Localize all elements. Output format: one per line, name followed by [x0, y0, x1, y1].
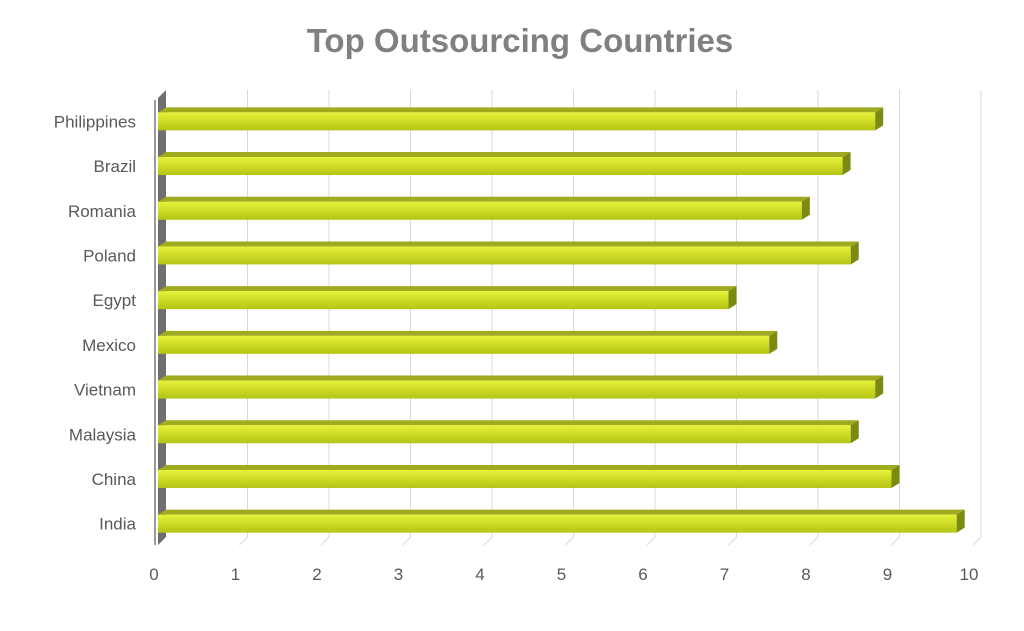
bar [158, 514, 957, 533]
bars [158, 107, 965, 533]
category-label: Romania [68, 202, 137, 221]
category-label: Egypt [93, 291, 137, 310]
bar-end-face [769, 330, 778, 354]
x-tick-label: 10 [960, 565, 979, 584]
bar-end-face [728, 286, 737, 310]
gridline [483, 90, 493, 546]
bar-top-face [158, 152, 851, 158]
category-label: Philippines [54, 112, 136, 131]
gridline [972, 90, 982, 546]
bar-end-face [842, 152, 851, 176]
bar-end-face [956, 509, 965, 533]
x-tick-label: 4 [475, 565, 484, 584]
category-label: China [92, 470, 137, 489]
bar-top-face [158, 375, 884, 381]
category-label: Vietnam [74, 381, 136, 400]
bar-top-face [158, 464, 900, 470]
chart-title: Top Outsourcing Countries [306, 22, 734, 59]
bar-top-face [158, 241, 859, 247]
bar-top-face [158, 509, 965, 515]
x-tick-label: 6 [638, 565, 647, 584]
category-label: India [99, 515, 136, 534]
gridline [565, 90, 574, 546]
bar [158, 246, 851, 265]
gridline [239, 90, 248, 546]
category-label: Mexico [82, 336, 136, 355]
bar [158, 291, 729, 310]
bar-end-face [850, 241, 859, 265]
gridline [809, 90, 819, 546]
gridlines [239, 90, 982, 546]
bar [158, 335, 770, 354]
bar-end-face [875, 375, 884, 399]
category-labels: India China Malaysia Vietnam Mexico Egypt Pola… [54, 112, 137, 533]
gridline [891, 90, 900, 546]
x-tick-label: 0 [149, 565, 158, 584]
x-tick-label: 2 [312, 565, 321, 584]
bar-end-face [875, 107, 884, 131]
category-label: Poland [83, 246, 136, 265]
gridline [402, 90, 411, 546]
x-tick-label: 9 [883, 565, 892, 584]
bar-end-face [801, 196, 810, 220]
x-tick-label: 1 [231, 565, 240, 584]
bar-top-face [158, 286, 737, 292]
bar [158, 380, 876, 399]
bar-top-face [158, 420, 859, 426]
bar-top-face [158, 107, 884, 113]
gridline [728, 90, 737, 546]
bar-end-face [891, 464, 900, 488]
bar [158, 157, 843, 176]
bar [158, 425, 851, 444]
x-tick-label: 3 [394, 565, 403, 584]
bar-top-face [158, 196, 810, 202]
gridline [646, 90, 656, 546]
gridline [320, 90, 330, 546]
x-tick-label: 7 [720, 565, 729, 584]
bar [158, 469, 892, 488]
bar-end-face [850, 420, 859, 444]
bar [158, 201, 802, 220]
bar [158, 112, 876, 131]
x-tick-label: 5 [557, 565, 566, 584]
x-tick-labels: 0 1 2 3 4 5 6 7 8 9 10 [149, 565, 978, 584]
bar-top-face [158, 330, 778, 336]
category-label: Malaysia [69, 425, 137, 444]
category-label: Brazil [93, 157, 136, 176]
x-tick-label: 8 [801, 565, 810, 584]
